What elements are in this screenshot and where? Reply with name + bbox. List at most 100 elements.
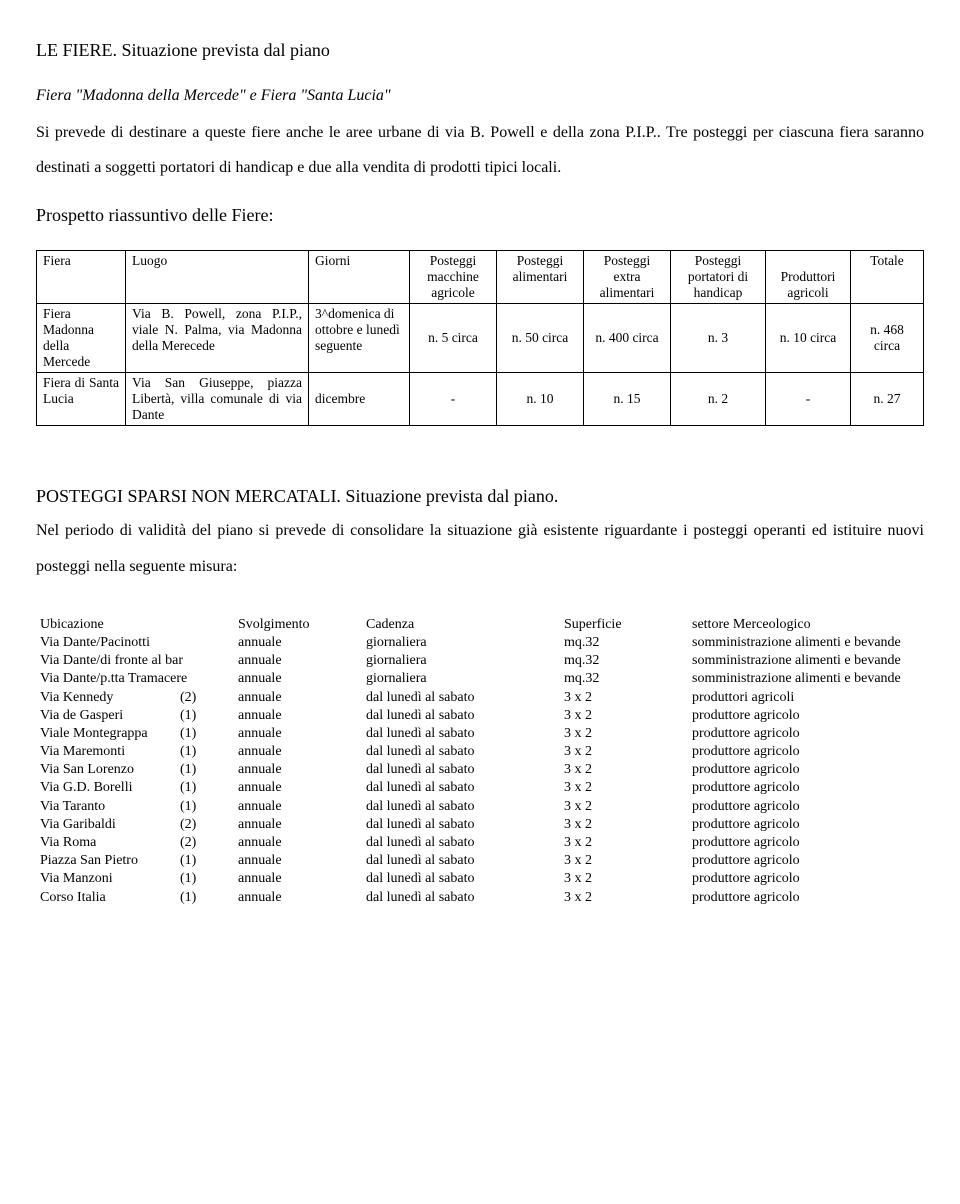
col-extra: Posteggi extra alimentari — [584, 251, 671, 304]
cell-cadenza: dal lunedì al sabato — [362, 870, 560, 888]
cell-settore: produttore agricolo — [688, 870, 924, 888]
col-ubicazione: Ubicazione — [36, 616, 234, 634]
col-cadenza: Cadenza — [362, 616, 560, 634]
col-handicap: Posteggi portatori di handicap — [671, 251, 766, 304]
cell-settore: somministrazione alimenti e bevande — [688, 652, 924, 670]
posteggi-row: Via Maremonti(1)annualedal lunedì al sab… — [36, 743, 924, 761]
cell-svolgimento: annuale — [234, 870, 362, 888]
cell-ubicazione: Viale Montegrappa(1) — [36, 725, 234, 743]
cell-svolgimento: annuale — [234, 779, 362, 797]
cell-svolgimento: annuale — [234, 798, 362, 816]
posteggi-row: Via Dante/di fronte al barannualegiornal… — [36, 652, 924, 670]
posteggi-row: Via San Lorenzo(1)annualedal lunedì al s… — [36, 761, 924, 779]
cell-luogo: Via San Giuseppe, piazza Libertà, villa … — [126, 373, 309, 426]
cell-svolgimento: annuale — [234, 761, 362, 779]
cell-ubicazione: Via Roma(2) — [36, 834, 234, 852]
cell-ubicazione: Via Dante/p.tta Tramacere — [36, 670, 234, 688]
cell-cadenza: dal lunedì al sabato — [362, 798, 560, 816]
cell-cadenza: giornaliera — [362, 670, 560, 688]
cell-cadenza: dal lunedì al sabato — [362, 743, 560, 761]
fiere-header-row: Fiera Luogo Giorni Posteggi macchine agr… — [37, 251, 924, 304]
cell-superficie: 3 x 2 — [560, 725, 688, 743]
posteggi-table: UbicazioneSvolgimentoCadenzaSuperficiese… — [36, 616, 924, 907]
cell-ubicazione: Piazza San Pietro(1) — [36, 852, 234, 870]
col-alimentari: Posteggi alimentari — [497, 251, 584, 304]
cell-settore: produttore agricolo — [688, 779, 924, 797]
posteggi-row: Via G.D. Borelli(1)annualedal lunedì al … — [36, 779, 924, 797]
cell-svolgimento: annuale — [234, 670, 362, 688]
cell-totale: n. 468 circa — [851, 304, 924, 373]
posteggi-row: Via Dante/Pacinottiannualegiornalieramq.… — [36, 634, 924, 652]
cell-cadenza: dal lunedì al sabato — [362, 707, 560, 725]
cell-macchine: - — [410, 373, 497, 426]
cell-produttori: - — [766, 373, 851, 426]
cell-superficie: 3 x 2 — [560, 834, 688, 852]
cell-extra: n. 400 circa — [584, 304, 671, 373]
fiere-row: Fiera di Santa Lucia Via San Giuseppe, p… — [37, 373, 924, 426]
cell-settore: produttore agricolo — [688, 725, 924, 743]
cell-handicap: n. 2 — [671, 373, 766, 426]
cell-ubicazione: Via Taranto(1) — [36, 798, 234, 816]
cell-alimentari: n. 10 — [497, 373, 584, 426]
cell-settore: produttore agricolo — [688, 816, 924, 834]
cell-svolgimento: annuale — [234, 652, 362, 670]
cell-ubicazione: Via Garibaldi(2) — [36, 816, 234, 834]
cell-superficie: mq.32 — [560, 670, 688, 688]
cell-cadenza: dal lunedì al sabato — [362, 834, 560, 852]
cell-settore: produttore agricolo — [688, 761, 924, 779]
cell-svolgimento: annuale — [234, 689, 362, 707]
cell-superficie: 3 x 2 — [560, 870, 688, 888]
cell-ubicazione: Via Dante/Pacinotti — [36, 634, 234, 652]
col-giorni: Giorni — [309, 251, 410, 304]
cell-settore: produttori agricoli — [688, 689, 924, 707]
posteggi-intro: Nel periodo di validità del piano si pre… — [36, 513, 924, 583]
cell-svolgimento: annuale — [234, 634, 362, 652]
posteggi-row: Via Dante/p.tta Tramacereannualegiornali… — [36, 670, 924, 688]
cell-giorni: dicembre — [309, 373, 410, 426]
posteggi-row: Piazza San Pietro(1)annualedal lunedì al… — [36, 852, 924, 870]
cell-superficie: 3 x 2 — [560, 852, 688, 870]
cell-ubicazione: Via Kennedy(2) — [36, 689, 234, 707]
cell-settore: produttore agricolo — [688, 889, 924, 907]
col-fiera: Fiera — [37, 251, 126, 304]
cell-superficie: 3 x 2 — [560, 779, 688, 797]
cell-superficie: mq.32 — [560, 652, 688, 670]
fiere-table: Fiera Luogo Giorni Posteggi macchine agr… — [36, 250, 924, 426]
cell-settore: produttore agricolo — [688, 743, 924, 761]
prospetto-heading: Prospetto riassuntivo delle Fiere: — [36, 205, 924, 226]
fiere-row: Fiera Madonna della Mercede Via B. Powel… — [37, 304, 924, 373]
posteggi-header-row: UbicazioneSvolgimentoCadenzaSuperficiese… — [36, 616, 924, 634]
cell-svolgimento: annuale — [234, 834, 362, 852]
cell-settore: produttore agricolo — [688, 798, 924, 816]
col-superficie: Superficie — [560, 616, 688, 634]
cell-ubicazione: Via Dante/di fronte al bar — [36, 652, 234, 670]
cell-macchine: n. 5 circa — [410, 304, 497, 373]
cell-cadenza: giornaliera — [362, 652, 560, 670]
cell-fiera: Fiera Madonna della Mercede — [37, 304, 126, 373]
cell-settore: produttore agricolo — [688, 834, 924, 852]
cell-fiera: Fiera di Santa Lucia — [37, 373, 126, 426]
cell-cadenza: dal lunedì al sabato — [362, 889, 560, 907]
cell-handicap: n. 3 — [671, 304, 766, 373]
cell-superficie: mq.32 — [560, 634, 688, 652]
posteggi-row: Via Garibaldi(2)annualedal lunedì al sab… — [36, 816, 924, 834]
page-title: LE FIERE. Situazione prevista dal piano — [36, 40, 924, 61]
cell-ubicazione: Via Maremonti(1) — [36, 743, 234, 761]
cell-giorni: 3^domenica di ottobre e lunedì seguente — [309, 304, 410, 373]
posteggi-row: Corso Italia(1)annualedal lunedì al saba… — [36, 889, 924, 907]
cell-svolgimento: annuale — [234, 707, 362, 725]
cell-svolgimento: annuale — [234, 889, 362, 907]
posteggi-title: POSTEGGI SPARSI NON MERCATALI. Situazion… — [36, 486, 924, 507]
posteggi-row: Via Kennedy(2)annualedal lunedì al sabat… — [36, 689, 924, 707]
cell-produttori: n. 10 circa — [766, 304, 851, 373]
cell-settore: somministrazione alimenti e bevande — [688, 670, 924, 688]
cell-ubicazione: Corso Italia(1) — [36, 889, 234, 907]
col-settore: settore Merceologico — [688, 616, 924, 634]
posteggi-row: Viale Montegrappa(1)annualedal lunedì al… — [36, 725, 924, 743]
cell-superficie: 3 x 2 — [560, 816, 688, 834]
cell-svolgimento: annuale — [234, 816, 362, 834]
col-macchine: Posteggi macchine agricole — [410, 251, 497, 304]
cell-superficie: 3 x 2 — [560, 761, 688, 779]
col-svolgimento: Svolgimento — [234, 616, 362, 634]
cell-superficie: 3 x 2 — [560, 743, 688, 761]
